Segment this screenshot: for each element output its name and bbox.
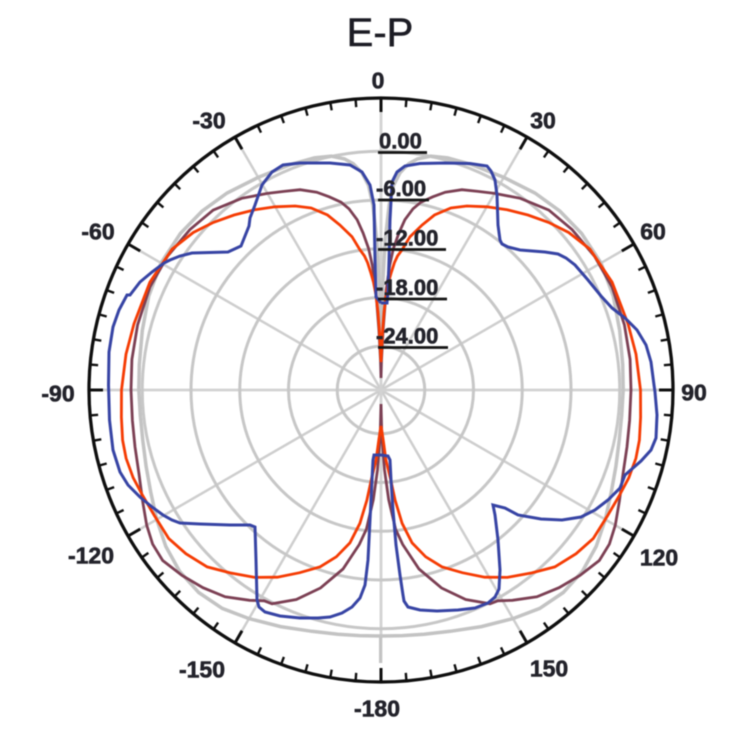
svg-text:0: 0 [372, 68, 385, 94]
svg-text:-120: -120 [68, 543, 114, 569]
svg-text:60: 60 [640, 219, 666, 245]
svg-text:E-P: E-P [347, 11, 414, 55]
svg-text:-30: -30 [192, 108, 225, 134]
svg-text:-6.00: -6.00 [376, 176, 426, 201]
svg-text:30: 30 [530, 108, 556, 134]
svg-text:90: 90 [681, 380, 707, 406]
svg-text:150: 150 [530, 656, 568, 682]
svg-text:-18.00: -18.00 [376, 275, 438, 300]
svg-text:-60: -60 [81, 219, 114, 245]
svg-text:-150: -150 [179, 657, 225, 683]
svg-text:0.00: 0.00 [379, 129, 422, 154]
svg-text:-12.00: -12.00 [376, 226, 438, 251]
svg-text:-180: -180 [354, 696, 400, 722]
svg-text:-24.00: -24.00 [376, 324, 438, 349]
svg-text:-90: -90 [41, 381, 74, 407]
svg-text:120: 120 [640, 545, 678, 571]
